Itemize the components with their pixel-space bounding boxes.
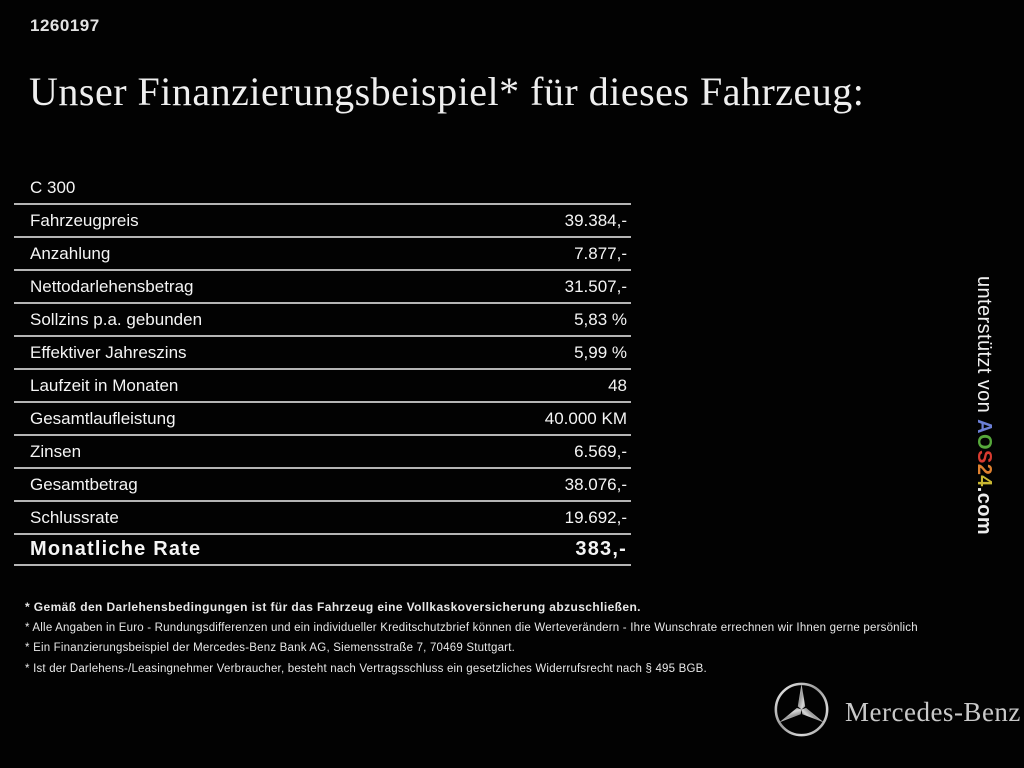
row-label: Sollzins p.a. gebunden [30,309,203,329]
table-row: Anzahlung 7.877,- [14,236,631,269]
footnote-euro-disclaimer: * Alle Angaben in Euro - Rundungsdiffere… [25,621,918,634]
logo-letter: O [973,433,995,450]
aos24-domain-suffix: .com [973,486,995,536]
row-value: 5,99 % [574,342,627,362]
row-label: Gesamtlaufleistung [30,408,176,428]
logo-letter: 4 [973,475,995,487]
model-name: C 300 [30,177,76,197]
logo-letter: S [973,449,995,464]
table-row: Sollzins p.a. gebunden 5,83 % [14,302,631,335]
finance-table: C 300 Fahrzeugpreis 39.384,- Anzahlung 7.87… [14,172,631,566]
mercedes-star-icon [774,682,829,737]
footnote-bank: * Ein Finanzierungsbeispiel der Mercedes… [25,642,515,654]
row-value: 48 [608,375,627,395]
row-value: 19.692,- [564,507,627,527]
table-row-monthly-rate: Monatliche Rate 383,- [14,533,631,566]
logo-letter: A [973,419,995,434]
row-value: 7.877,- [574,243,627,263]
footnotes: * Gemäß den Darlehensbedingungen ist für… [25,597,1017,679]
row-value: 5,83 % [574,309,627,329]
row-label: Gesamtbetrag [30,474,138,494]
table-row: Fahrzeugpreis 39.384,- [14,203,631,236]
row-label: Schlussrate [30,507,119,527]
supported-by-text: unterstützt von [973,276,995,420]
supported-by-credit: unterstützt von AOS24.com [972,276,995,566]
table-row: Schlussrate 19.692,- [14,500,631,533]
finance-table-rows: Fahrzeugpreis 39.384,- Anzahlung 7.877,- Net… [14,203,631,533]
table-row: Gesamtlaufleistung 40.000 KM [14,401,631,434]
row-label: Anzahlung [30,243,111,263]
table-row: Nettodarlehensbetrag 31.507,- [14,269,631,302]
row-label: Effektiver Jahreszins [30,342,187,362]
logo-letter: 2 [973,463,995,476]
table-row: Laufzeit in Monaten 48 [14,368,631,401]
table-row: Effektiver Jahreszins 5,99 % [14,335,631,368]
row-value: 39.384,- [564,210,627,230]
page-title: Unser Finanzierungsbeispiel* für dieses … [29,69,865,114]
row-value: 40.000 KM [544,408,627,428]
row-label: Zinsen [30,441,82,461]
table-row: Gesamtbetrag 38.076,- [14,467,631,500]
row-label: Laufzeit in Monaten [30,375,179,395]
row-label: Fahrzeugpreis [30,210,139,230]
row-value: 6.569,- [574,441,627,461]
mercedes-benz-wordmark: Mercedes-Benz [845,697,1021,727]
row-label: Monatliche Rate [30,538,202,560]
aos24-logo: AOS24 [973,419,995,487]
vehicle-id-number: 1260197 [30,16,100,35]
row-value: 31.507,- [564,276,627,296]
table-row: Zinsen 6.569,- [14,434,631,467]
footnote-insurance: * Gemäß den Darlehensbedingungen ist für… [25,600,641,614]
row-value: 38.076,- [564,474,627,494]
row-value: 383,- [575,538,627,560]
footnote-widerrufsrecht: * Ist der Darlehens-/Leasingnehmer Verbr… [25,662,707,675]
row-label: Nettodarlehensbetrag [30,276,194,296]
